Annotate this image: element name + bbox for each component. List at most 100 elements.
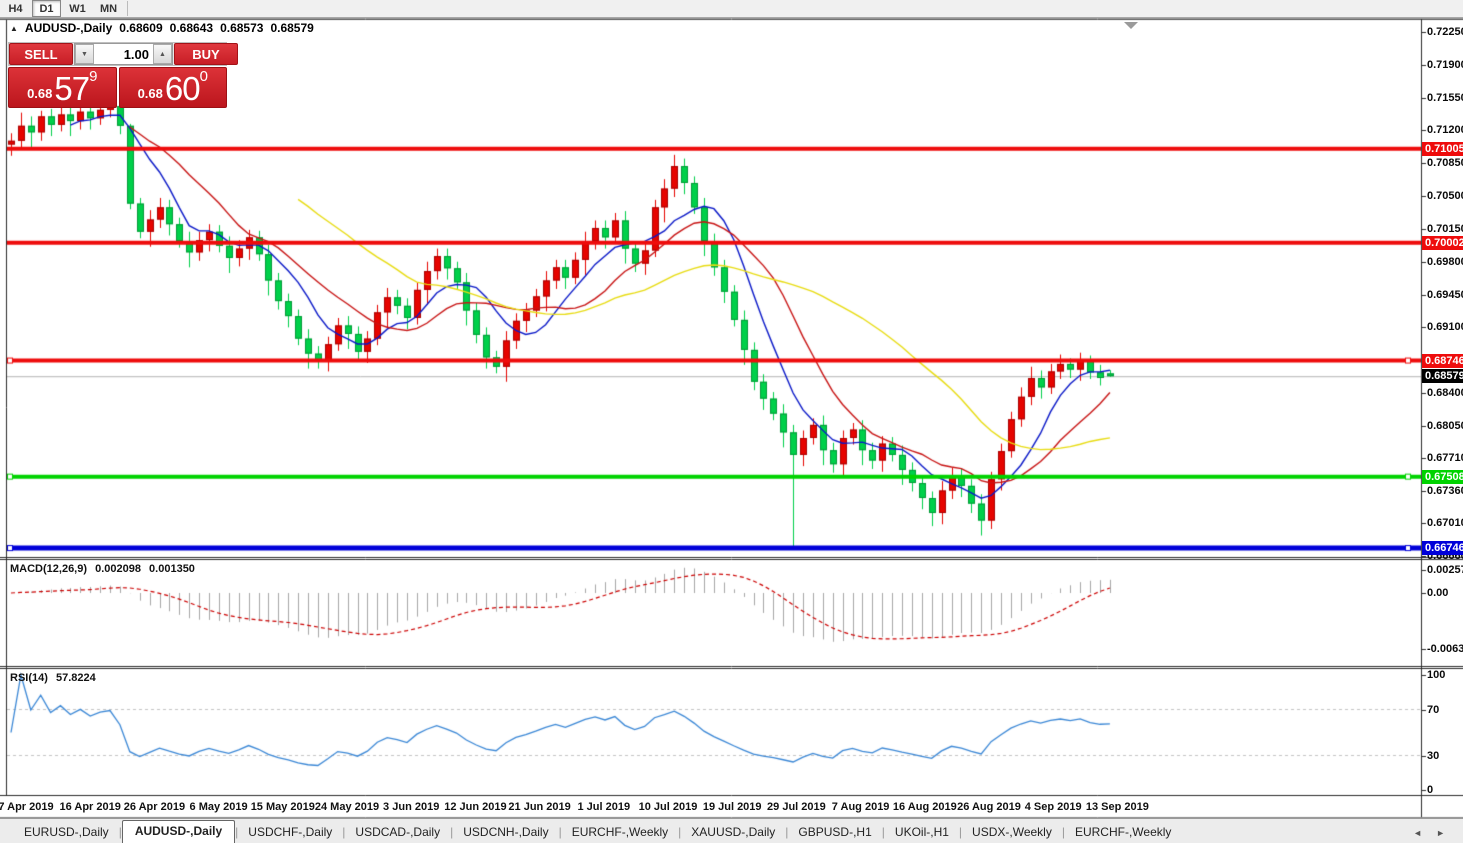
tab-scroll-left-icon[interactable]: ◄ <box>1413 828 1423 838</box>
timeframe-toolbar: H4 D1 W1 MN <box>0 0 1463 18</box>
quote-low: 0.68573 <box>220 21 264 35</box>
rsi-axis-label: 100 <box>1427 669 1446 681</box>
price-line-badge: 0.66746 <box>1422 541 1463 556</box>
tab-separator: | <box>235 824 239 839</box>
macd-value-main: 0.002098 <box>95 563 141 575</box>
chart-tab-gbpusdh1[interactable]: GBPUSD-,H1 <box>798 825 872 839</box>
date-axis-label: 3 Jun 2019 <box>383 801 440 813</box>
date-axis-label: 24 May 2019 <box>314 801 380 813</box>
chart-tab-eurchfweekly[interactable]: EURCHF-,Weekly <box>571 825 669 839</box>
date-axis-label: 26 Apr 2019 <box>123 801 186 813</box>
tab-separator: | <box>678 824 682 839</box>
tab-separator: | <box>785 824 789 839</box>
buy-price-sup: 0 <box>199 68 208 85</box>
date-axis-label: 15 May 2019 <box>250 801 315 813</box>
chart-tab-usdchfdaily[interactable]: USDCHF-,Daily <box>248 825 333 839</box>
date-axis-label: 29 Jul 2019 <box>767 801 826 813</box>
chart-tab-usdcnhdaily[interactable]: USDCNH-,Daily <box>463 825 549 839</box>
quote-close: 0.68579 <box>270 21 314 35</box>
collapse-quote-icon[interactable]: ▲ <box>10 23 18 33</box>
volume-decrease-icon[interactable]: ▼ <box>75 44 94 64</box>
tab-scroll-right-icon[interactable]: ► <box>1436 828 1445 838</box>
rsi-indicator-label: RSI(14) 57.8224 <box>10 672 101 684</box>
macd-axis-label: -0.006326 <box>1427 642 1463 655</box>
macd-indicator-label: MACD(12,26,9) 0.002098 0.001350 <box>10 563 200 575</box>
buy-button[interactable]: BUY <box>174 43 238 65</box>
macd-axis-label: 0.002574 <box>1427 564 1463 577</box>
toolbar-separator <box>127 1 128 16</box>
sell-price-small: 0.68 <box>27 86 53 101</box>
trade-controls-row: SELL ▼ ▲ BUY <box>8 42 238 66</box>
price-axis-tick: 0.69450 <box>1427 288 1463 301</box>
date-axis-label: 6 May 2019 <box>189 801 248 813</box>
rsi-axis-label: 70 <box>1427 703 1440 716</box>
date-axis-label: 7 Aug 2019 <box>831 801 890 813</box>
quote-bar: ▲ AUDUSD-,Daily 0.68609 0.68643 0.68573 … <box>10 21 314 35</box>
sell-price-big: 57 <box>54 70 90 107</box>
chart-tab-eurusddaily[interactable]: EURUSD-,Daily <box>24 825 109 839</box>
macd-name: MACD(12,26,9) <box>10 563 88 575</box>
price-axis-tick: 0.71200 <box>1427 124 1463 137</box>
price-line-badge: 0.67508 <box>1422 469 1463 484</box>
chart-shift-marker-icon[interactable] <box>1124 22 1138 29</box>
tab-separator: | <box>342 824 346 839</box>
sell-price-panel[interactable]: 0.68 57 9 <box>8 67 117 108</box>
timeframe-button-d1[interactable]: D1 <box>32 0 61 17</box>
chart-tab-audusddaily[interactable]: AUDUSD-,Daily <box>121 820 236 843</box>
chart-tab-eurchfweekly[interactable]: EURCHF-,Weekly <box>1074 825 1172 839</box>
price-axis-tick: 0.70850 <box>1427 157 1463 170</box>
chart-tabs: EURUSD-,Daily | AUDUSD-,Daily | USDCHF-,Dail… <box>0 819 1413 843</box>
tab-separator: | <box>958 824 963 839</box>
date-axis-label: 21 Jun 2019 <box>508 801 571 813</box>
macd-axis-label: 0.00 <box>1427 587 1449 599</box>
tab-separator: | <box>118 824 122 839</box>
date-axis-label: 19 Jul 2019 <box>702 801 762 813</box>
timeframe-button-w1[interactable]: W1 <box>69 2 86 15</box>
price-axis-tick: 0.69800 <box>1427 255 1463 268</box>
date-axis-label: 10 Jul 2019 <box>638 801 698 813</box>
date-axis-label: 13 Sep 2019 <box>1085 801 1149 813</box>
date-axis-label: 16 Aug 2019 <box>892 801 957 813</box>
price-axis-tick: 0.67010 <box>1427 517 1463 530</box>
date-axis-label: 26 Aug 2019 <box>957 801 1021 813</box>
date-axis-label: 16 Apr 2019 <box>59 801 121 813</box>
volume-input[interactable] <box>94 44 153 64</box>
chart-tab-usdcaddaily[interactable]: USDCAD-,Daily <box>355 825 441 839</box>
timeframe-button-mn[interactable]: MN <box>99 2 118 15</box>
rsi-value: 57.8224 <box>55 672 96 684</box>
trade-prices-row: 0.68 57 9 0.68 60 0 <box>8 67 227 108</box>
sell-button[interactable]: SELL <box>9 43 73 65</box>
tab-separator: | <box>881 824 885 839</box>
price-axis-tick: 0.69100 <box>1427 321 1463 334</box>
tab-separator: | <box>1061 824 1065 839</box>
price-axis-tick: 0.71550 <box>1427 91 1463 104</box>
price-axis-tick: 0.70150 <box>1427 222 1463 235</box>
chart-tab-xauusddaily[interactable]: XAUUSD-,Daily <box>691 825 776 839</box>
buy-price-small: 0.68 <box>137 86 163 101</box>
chart-tab-ukoilh1[interactable]: UKOil-,H1 <box>894 825 949 839</box>
bid-price-badge: 0.68579 <box>1422 369 1463 384</box>
chart-tab-usdxweekly[interactable]: USDX-,Weekly <box>972 825 1052 839</box>
timeframe-button-h4[interactable]: H4 <box>8 2 23 15</box>
quote-symbol: AUDUSD-,Daily <box>24 21 113 35</box>
timeframe-buttons: H4 D1 W1 MN <box>0 0 124 17</box>
price-axis-tick: 0.67710 <box>1427 451 1463 464</box>
price-axis-tick: 0.72250 <box>1427 26 1463 38</box>
price-axis-tick: 0.68400 <box>1427 387 1463 399</box>
tab-separator: | <box>558 824 562 839</box>
tab-scroll-controls: ◄ ► <box>1413 828 1463 843</box>
rsi-name: RSI(14) <box>10 672 48 684</box>
price-axis-tick: 0.70500 <box>1427 190 1463 203</box>
volume-increase-icon[interactable]: ▲ <box>153 44 172 64</box>
buy-price-panel[interactable]: 0.68 60 0 <box>118 67 227 108</box>
quote-high: 0.68643 <box>169 21 214 35</box>
one-click-trading-panel: SELL ▼ ▲ BUY 0.68 57 9 0.68 60 0 <box>8 42 238 108</box>
macd-value-signal: 0.001350 <box>149 563 195 575</box>
price-line-badge: 0.71005 <box>1422 141 1463 156</box>
buy-price-big: 60 <box>164 70 201 107</box>
price-axis-tick: 0.67360 <box>1427 484 1463 497</box>
date-axis-label: 7 Apr 2019 <box>0 801 54 813</box>
price-axis-tick: 0.68050 <box>1427 419 1463 432</box>
